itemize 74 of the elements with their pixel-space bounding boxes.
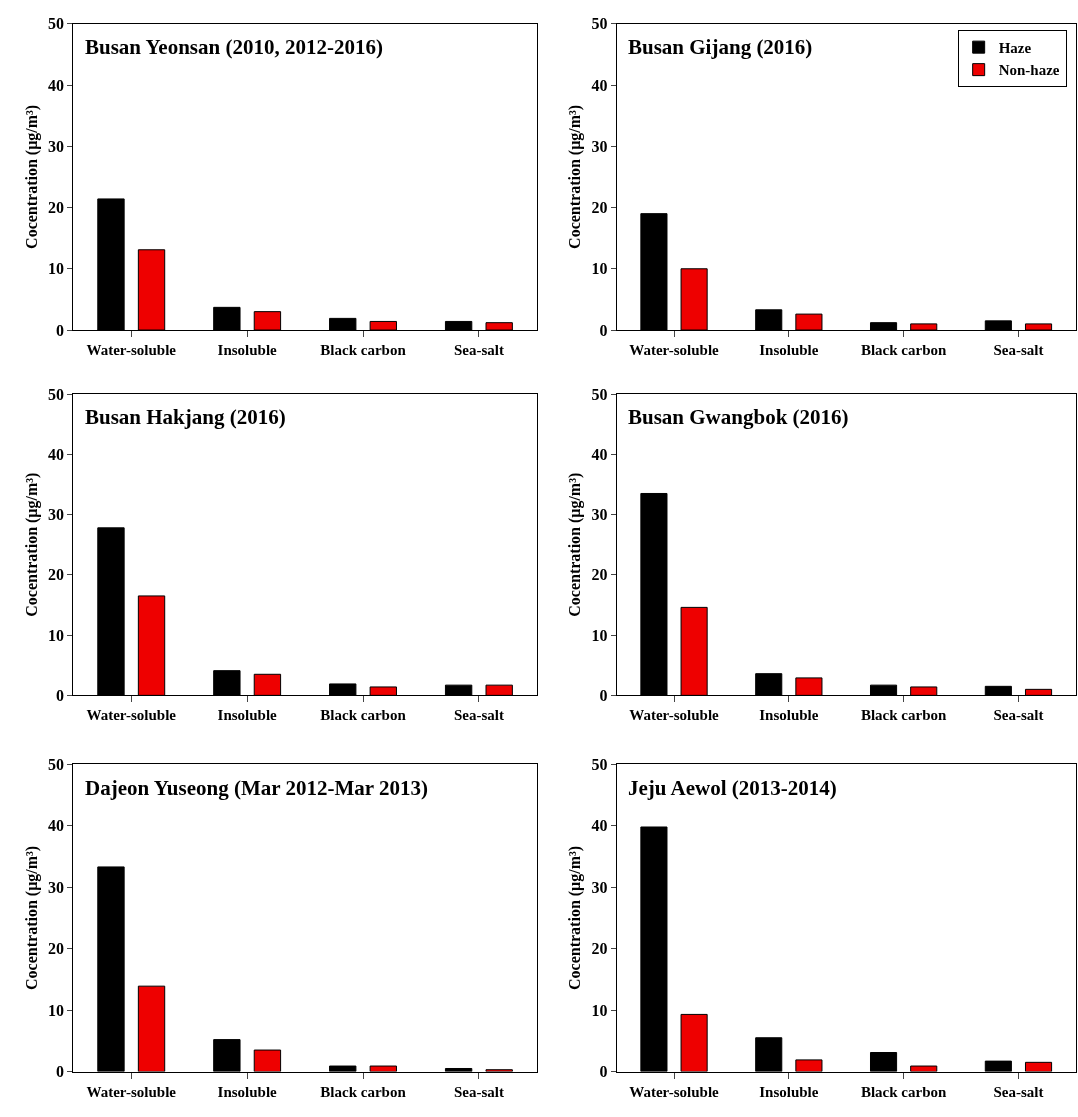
y-tick-label: 50: [591, 755, 608, 773]
y-tick-label: 0: [56, 321, 65, 339]
y-axis-title: Cocentration (μg/m³): [566, 845, 585, 990]
x-tick-label: Sea-salt: [993, 1083, 1044, 1100]
y-axis-title: Cocentration (μg/m³): [566, 472, 585, 617]
text: Busan Gwangbok (2016): [628, 405, 849, 429]
x-tick-label: Insoluble: [759, 707, 819, 724]
y-axis-title: Cocentration (μg/m³): [23, 845, 41, 990]
x-tick-label: Black carbon: [860, 342, 947, 359]
x-tick-label: Black carbon: [320, 1083, 407, 1100]
x-tick-label: Black carbon: [320, 342, 407, 359]
y-tick-label: 50: [591, 15, 608, 33]
y-tick-label: 50: [48, 755, 65, 773]
y-tick-label: 0: [56, 1063, 65, 1081]
x-tick-label: Insoluble: [759, 342, 819, 359]
x-tick-label: Water-soluble: [629, 1083, 720, 1100]
y-tick-label: 10: [591, 626, 608, 644]
x-tick-label: Black carbon: [320, 707, 407, 724]
x-tick-label: Water-soluble: [629, 707, 720, 724]
y-tick-label: 30: [48, 878, 65, 896]
y-tick-label: 10: [48, 260, 65, 278]
y-tick-label: 50: [48, 385, 65, 403]
y-tick-label: 0: [599, 1063, 608, 1081]
y-tick-label: 40: [591, 445, 608, 463]
y-tick-label: 20: [48, 566, 65, 584]
y-tick-label: 50: [591, 385, 608, 403]
legend-label: Non-haze: [998, 62, 1060, 79]
x-tick-label: Black carbon: [860, 1083, 947, 1100]
y-tick-label: 20: [591, 566, 608, 584]
y-tick-label: 50: [48, 15, 65, 33]
x-tick-label: Black carbon: [860, 707, 947, 724]
y-tick-label: 0: [56, 686, 65, 704]
x-tick-label: Sea-salt: [453, 707, 504, 724]
x-tick-label: Insoluble: [217, 1083, 278, 1100]
y-tick-label: 40: [591, 817, 608, 835]
y-tick-label: 30: [48, 137, 65, 155]
text: Dajeon Yuseong (Mar 2012-Mar 2013): [85, 776, 428, 800]
y-tick-label: 30: [591, 878, 608, 896]
y-tick-label: 10: [48, 626, 65, 644]
text: Busan Hakjang (2016): [85, 405, 286, 429]
y-tick-label: 30: [591, 506, 608, 524]
y-tick-label: 20: [591, 199, 608, 217]
y-axis-title: Cocentration (μg/m³): [566, 104, 585, 249]
y-axis-title: Cocentration (μg/m³): [23, 104, 41, 249]
x-tick-label: Water-soluble: [629, 342, 720, 359]
y-tick-label: 10: [591, 260, 608, 278]
y-tick-label: 20: [48, 940, 65, 958]
x-tick-label: Insoluble: [217, 707, 278, 724]
y-tick-label: 10: [48, 1001, 65, 1019]
text: Busan Yeonsan (2010, 2012-2016): [85, 35, 383, 59]
x-tick-label: Insoluble: [217, 342, 278, 359]
y-tick-label: 30: [591, 137, 608, 155]
y-tick-label: 40: [591, 76, 608, 94]
x-tick-label: Water-soluble: [86, 707, 177, 724]
y-tick-label: 0: [599, 686, 608, 704]
y-tick-label: 20: [48, 199, 65, 217]
y-axis-title: Cocentration (μg/m³): [23, 472, 41, 617]
y-tick-label: 40: [48, 76, 65, 94]
x-tick-label: Sea-salt: [453, 342, 504, 359]
y-tick-label: 10: [591, 1001, 608, 1019]
x-tick-label: Sea-salt: [453, 1083, 504, 1100]
text: Busan Gijang (2016): [628, 35, 813, 59]
y-tick-label: 0: [599, 321, 608, 339]
x-tick-label: Water-soluble: [86, 1083, 177, 1100]
y-tick-label: 40: [48, 445, 65, 463]
y-tick-label: 30: [48, 506, 65, 524]
x-tick-label: Sea-salt: [993, 707, 1044, 724]
legend-label: Haze: [998, 39, 1032, 56]
y-tick-label: 40: [48, 817, 65, 835]
x-tick-label: Sea-salt: [993, 342, 1044, 359]
x-tick-label: Water-soluble: [86, 342, 177, 359]
y-tick-label: 20: [591, 940, 608, 958]
text: Jeju Aewol (2013-2014): [628, 776, 837, 800]
x-tick-label: Insoluble: [759, 1083, 819, 1100]
